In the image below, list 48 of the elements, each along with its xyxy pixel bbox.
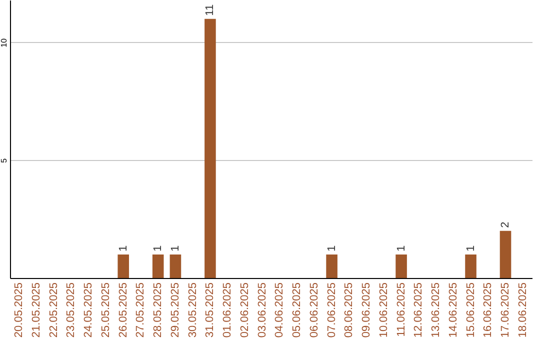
x-tick-label: 10.06.2025 xyxy=(378,282,390,338)
x-tick-label: 11.06.2025 xyxy=(395,282,408,337)
bar xyxy=(396,254,407,278)
x-tick-label: 27.05.2025 xyxy=(134,282,147,338)
data-label: 1 xyxy=(464,245,477,252)
x-tick-label: 06.06.2025 xyxy=(308,282,320,338)
x-tick-label: 23.05.2025 xyxy=(65,282,78,338)
x-tick-label: 13.06.2025 xyxy=(430,282,442,338)
data-label: 11 xyxy=(204,4,216,16)
x-tick-label: 04.06.2025 xyxy=(274,282,286,338)
x-tick-label: 14.06.2025 xyxy=(447,282,460,338)
data-label: 1 xyxy=(395,245,408,252)
bar xyxy=(326,254,338,278)
x-tick-label: 16.06.2025 xyxy=(482,282,494,338)
data-label: 2 xyxy=(500,222,512,228)
x-tick-label: 07.06.2025 xyxy=(326,282,338,338)
data-label: 1 xyxy=(152,245,164,252)
x-tick-label: 15.06.2025 xyxy=(464,282,477,338)
x-tick-label: 21.05.2025 xyxy=(30,282,42,338)
bar xyxy=(465,254,476,278)
x-tick-label: 17.06.2025 xyxy=(500,282,512,338)
x-tick-label: 26.05.2025 xyxy=(117,282,130,338)
x-tick-label: 22.05.2025 xyxy=(48,282,60,338)
x-tick-label: 25.05.2025 xyxy=(100,282,112,338)
bar xyxy=(170,254,182,278)
x-tick-label: 09.06.2025 xyxy=(360,282,373,338)
x-tick-label: 29.05.2025 xyxy=(169,282,182,338)
x-tick-label: 24.05.2025 xyxy=(82,282,95,338)
x-tick-label: 08.06.2025 xyxy=(343,282,356,338)
x-tick-label: 28.05.2025 xyxy=(152,282,164,338)
x-tick-label: 31.05.2025 xyxy=(204,282,216,338)
bar xyxy=(204,18,216,278)
bar xyxy=(118,254,129,278)
x-tick-label: 02.06.2025 xyxy=(238,282,251,338)
x-tick-label: 03.06.2025 xyxy=(256,282,268,338)
bar xyxy=(500,230,512,278)
y-tick-label: 10 xyxy=(0,38,8,48)
x-tick-label: 12.06.2025 xyxy=(412,282,425,338)
x-tick-label: 05.06.2025 xyxy=(291,282,304,338)
x-tick-label: 30.05.2025 xyxy=(186,282,199,338)
data-label: 1 xyxy=(169,245,182,252)
data-label: 1 xyxy=(326,245,338,252)
x-tick-label: 01.06.2025 xyxy=(222,282,234,338)
x-tick-label: 20.05.2025 xyxy=(13,282,26,338)
y-tick-label: 5 xyxy=(0,158,8,163)
bar xyxy=(152,254,164,278)
data-label: 1 xyxy=(117,245,130,252)
x-tick-label: 18.06.2025 xyxy=(516,282,529,338)
